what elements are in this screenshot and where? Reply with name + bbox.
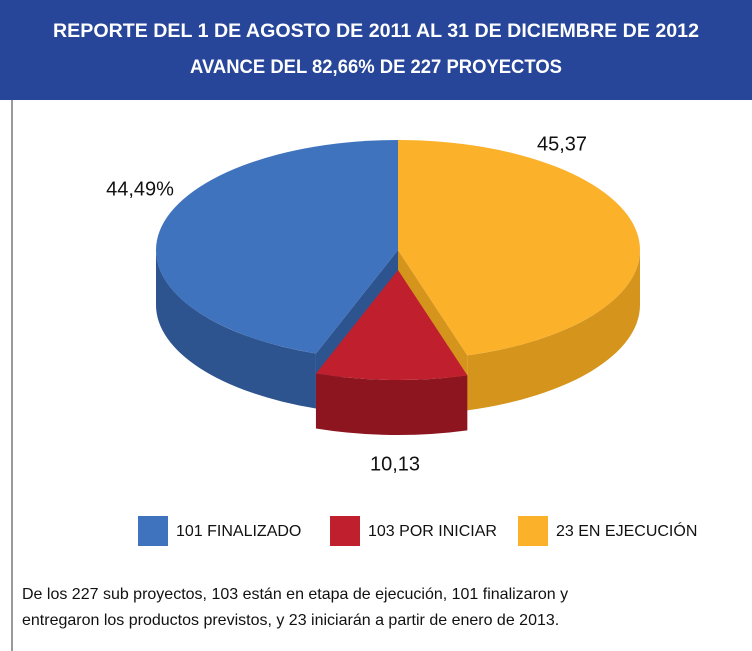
data-label: 45,37 bbox=[537, 133, 587, 155]
legend-label: 23 EN EJECUCIÓN bbox=[556, 521, 697, 540]
header-band bbox=[0, 0, 752, 100]
chart-title: REPORTE DEL 1 DE AGOSTO DE 2011 AL 31 DE… bbox=[53, 21, 699, 42]
legend-swatch bbox=[138, 516, 168, 546]
legend-swatch bbox=[330, 516, 360, 546]
caption-line: entregaron los productos previstos, y 23… bbox=[22, 612, 559, 629]
slice-side bbox=[156, 250, 316, 409]
slice bbox=[398, 140, 640, 356]
caption-line: De los 227 sub proyectos, 103 están en e… bbox=[22, 586, 568, 603]
legend-label: 101 FINALIZADO bbox=[176, 523, 301, 540]
slice-side bbox=[315, 373, 468, 435]
chart-subtitle: AVANCE DEL 82,66% DE 227 PROYECTOS bbox=[190, 57, 562, 78]
legend-label: 103 POR INICIAR bbox=[368, 523, 497, 540]
data-label: 44,49% bbox=[106, 178, 174, 200]
slice bbox=[315, 270, 468, 380]
slice bbox=[156, 140, 398, 354]
slice-side bbox=[467, 250, 640, 411]
legend-swatch bbox=[518, 516, 548, 546]
data-label: 10,13 bbox=[370, 453, 420, 475]
